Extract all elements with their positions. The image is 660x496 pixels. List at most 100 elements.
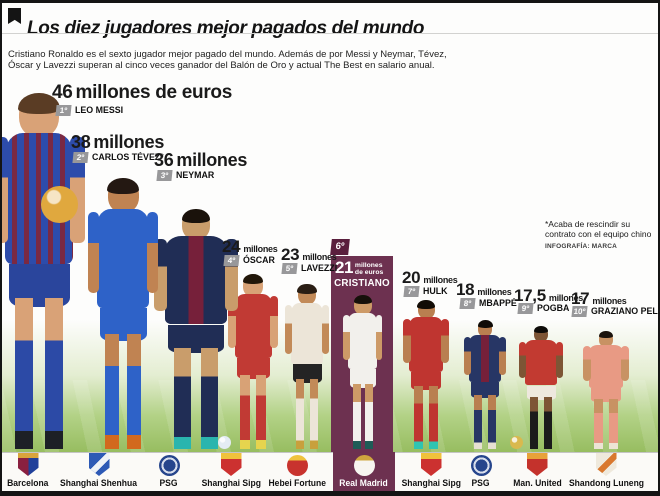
club-name: Shanghai Sipg: [401, 478, 461, 488]
player-leg-left: [352, 384, 361, 449]
player-arm-left: [0, 136, 8, 244]
player-torso: [164, 236, 228, 325]
club-logo-shandong-luneng: [595, 453, 617, 476]
club-logo-psg-2: [470, 455, 492, 476]
salary-number: 36: [154, 150, 174, 170]
player-torso: [409, 317, 443, 372]
salary-number: 17,5: [514, 286, 546, 305]
club-cell-psg-2: PSG: [436, 452, 526, 491]
club-cell-psg: PSG: [124, 452, 214, 491]
player-arm-left: [228, 296, 237, 349]
club-logo-hebei-fortune: [286, 455, 308, 476]
club-name: Hebei Fortune: [268, 478, 326, 488]
club-logo-shanghai-shenhua: [88, 453, 110, 476]
club-cell-real-madrid: Real Madrid: [319, 452, 409, 491]
player-arm-left: [519, 341, 527, 379]
player-leg-left: [474, 394, 483, 449]
player-name: POGBA: [537, 303, 570, 314]
frame-border-left: [0, 0, 2, 496]
player-leg-right: [428, 386, 438, 449]
frame-border-right: [658, 0, 660, 496]
salary-unit: millones: [302, 252, 337, 262]
player-hair: [599, 331, 613, 338]
player-leg-right: [201, 347, 218, 449]
salary-unit: millones: [592, 296, 627, 306]
player-arm-right: [621, 346, 629, 382]
player-leg-right: [44, 298, 63, 449]
salary-number: 17: [571, 289, 590, 308]
footnote: *Acaba de rescindir su contrato con el e…: [545, 219, 659, 250]
player-leg-right: [543, 397, 553, 449]
salary-label-leo-messi: 46 millones de euros: [52, 83, 232, 102]
club-name: Shanghai Sipg: [201, 478, 261, 488]
rank-badge: 1º: [55, 105, 72, 116]
salary-label-graziano-pelle: 17 millones: [571, 289, 627, 308]
club-name: Shanghai Shenhua: [60, 478, 138, 488]
rank-badge: 10º: [571, 306, 588, 317]
player-name: LAVEZZI: [301, 263, 338, 274]
rank-badge: 8º: [459, 298, 476, 309]
rank-row-neymar: 3º NEYMAR: [156, 170, 217, 181]
player-figure-oscar: [218, 274, 286, 449]
salary-unit-line1: millones: [354, 261, 383, 269]
salary-number: 46: [52, 82, 73, 103]
rank-badge: 4º: [223, 255, 240, 266]
salary-number: 21: [335, 258, 353, 277]
salary-label-mbappe: 18 millones: [456, 280, 512, 299]
player-leg-left: [15, 298, 34, 449]
player-hair: [354, 295, 372, 305]
player-arm-left: [583, 346, 591, 382]
salary-unit: millones: [477, 287, 512, 297]
club-name: Man. United: [512, 478, 562, 488]
player-leg-left: [174, 347, 191, 449]
player-figure-carlos-tevez: [76, 178, 170, 449]
marca-bullet-icon: [8, 8, 21, 24]
player-leg-right: [256, 375, 266, 449]
player-shorts: [292, 363, 322, 384]
salary-unit: millones: [423, 275, 458, 285]
salary-number: 18: [456, 280, 475, 299]
salary-unit: millones: [93, 132, 165, 152]
infographic-credit: INFOGRAFÍA: MARCA: [545, 243, 618, 250]
rank-row-oscar: 4º ÓSCAR: [223, 255, 277, 266]
subtitle: Cristiano Ronaldo es el sexto jugador me…: [8, 49, 447, 71]
salary-unit: millones de euros: [75, 82, 233, 103]
salary-label-carlos-tevez: 38 millones: [71, 133, 164, 151]
rank-badge-cristiano: 6º: [330, 239, 350, 255]
club-logo-real-madrid: [353, 455, 375, 476]
player-figure-leo-messi: [0, 93, 100, 449]
player-shorts: [471, 382, 499, 398]
player-torso: [234, 294, 272, 359]
player-figure-lavezzi: [278, 284, 336, 449]
club-cell-shanghai-sipg: Shanghai Sipg: [186, 452, 276, 491]
club-logo-barcelona: [17, 453, 39, 476]
player-arm-right: [147, 211, 159, 293]
rank-row-hulk: 7º HULK: [403, 286, 449, 297]
player-hair: [417, 300, 435, 309]
player-torso: [469, 335, 501, 383]
player-hair: [297, 284, 317, 294]
player-name: GRAZIANO PELLÉ: [591, 306, 660, 317]
player-leg-right: [365, 384, 374, 449]
player-arm-left: [403, 318, 411, 364]
player-name-cristiano: CRISTIANO: [334, 278, 390, 290]
club-name: PSG: [471, 478, 491, 488]
player-torso: [290, 302, 324, 364]
player-arm-right: [376, 314, 383, 361]
player-hair: [107, 178, 139, 195]
player-leg-left: [240, 375, 250, 449]
player-figure-neymar: [140, 209, 252, 449]
rank-badge: 7º: [403, 286, 420, 297]
player-leg-left: [529, 397, 539, 449]
player-shorts: [591, 388, 621, 403]
page-title: Los diez jugadores mejor pagados del mun…: [27, 17, 425, 39]
salary-label-pogba: 17,5 millones: [514, 287, 583, 304]
club-name: Shandong Luneng: [568, 478, 644, 488]
frame-border-bottom: [0, 491, 660, 496]
rank-badge: 2º: [72, 152, 89, 163]
player-torso: [589, 344, 623, 389]
player-name: CARLOS TÉVEZ*: [92, 152, 164, 163]
club-logo-shanghai-sipg-2: [420, 453, 442, 476]
salary-unit: millones de euros: [355, 260, 383, 276]
